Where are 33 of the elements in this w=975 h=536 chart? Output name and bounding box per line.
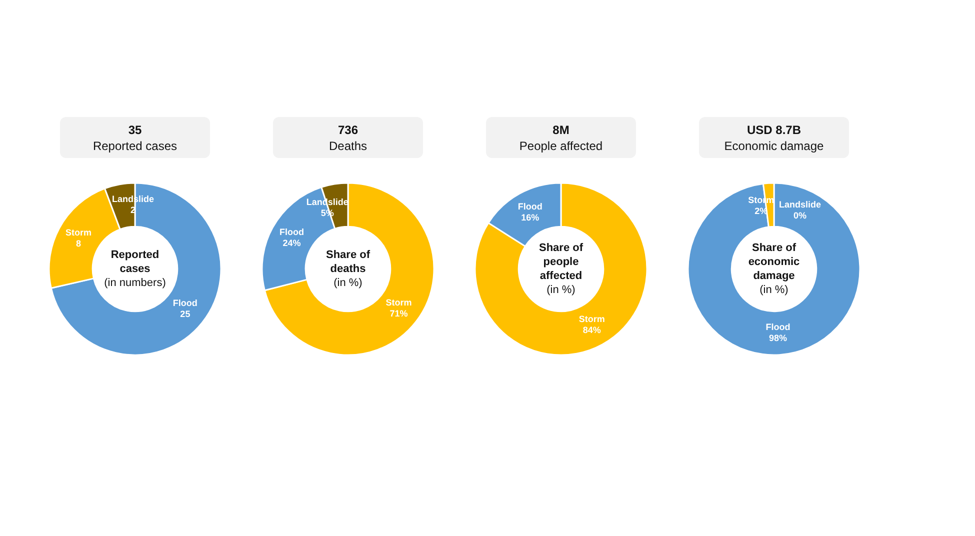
chart-subtitle: Reported cases	[92, 138, 178, 154]
chart-title: 736	[338, 122, 358, 138]
slice-label: Flood	[280, 227, 304, 238]
data-label: 98%	[769, 333, 788, 344]
chart-subtitle: Deaths	[328, 138, 368, 154]
text: 0%	[794, 210, 807, 220]
text: Reported cases	[110, 248, 160, 276]
data-label: 25	[180, 309, 190, 320]
chart-title: USD 8.7B	[746, 122, 802, 138]
data-label: 8	[76, 238, 81, 249]
slice-label: Storm	[578, 314, 605, 324]
slice-label: Storm	[65, 228, 92, 238]
text: Share of people affected	[538, 241, 584, 283]
slice-label: Landslide	[306, 197, 348, 208]
slice-label: Storm	[386, 297, 412, 308]
text: (in %)	[758, 283, 790, 297]
slice-label: Flood	[172, 298, 198, 308]
chart-subtitle: Economic damage	[724, 138, 824, 154]
chart-subtitle: People affected	[519, 138, 603, 154]
chart-title: 35	[128, 122, 142, 138]
text: (in numbers)	[103, 276, 167, 290]
text: Share of economic damage	[747, 241, 801, 283]
text: Share of deaths	[324, 248, 371, 276]
text: (in %)	[332, 276, 364, 290]
data-label: 24%	[282, 238, 301, 248]
slice-label: Flood	[518, 202, 542, 212]
data-label: 84%	[582, 325, 601, 336]
chart-title: 8M	[552, 122, 570, 138]
data-label: 16%	[521, 212, 540, 223]
category-label: Landslide	[779, 199, 822, 210]
slice-label: Flood	[766, 322, 790, 332]
data-label: 71%	[390, 308, 408, 318]
text: (in %)	[546, 283, 576, 297]
